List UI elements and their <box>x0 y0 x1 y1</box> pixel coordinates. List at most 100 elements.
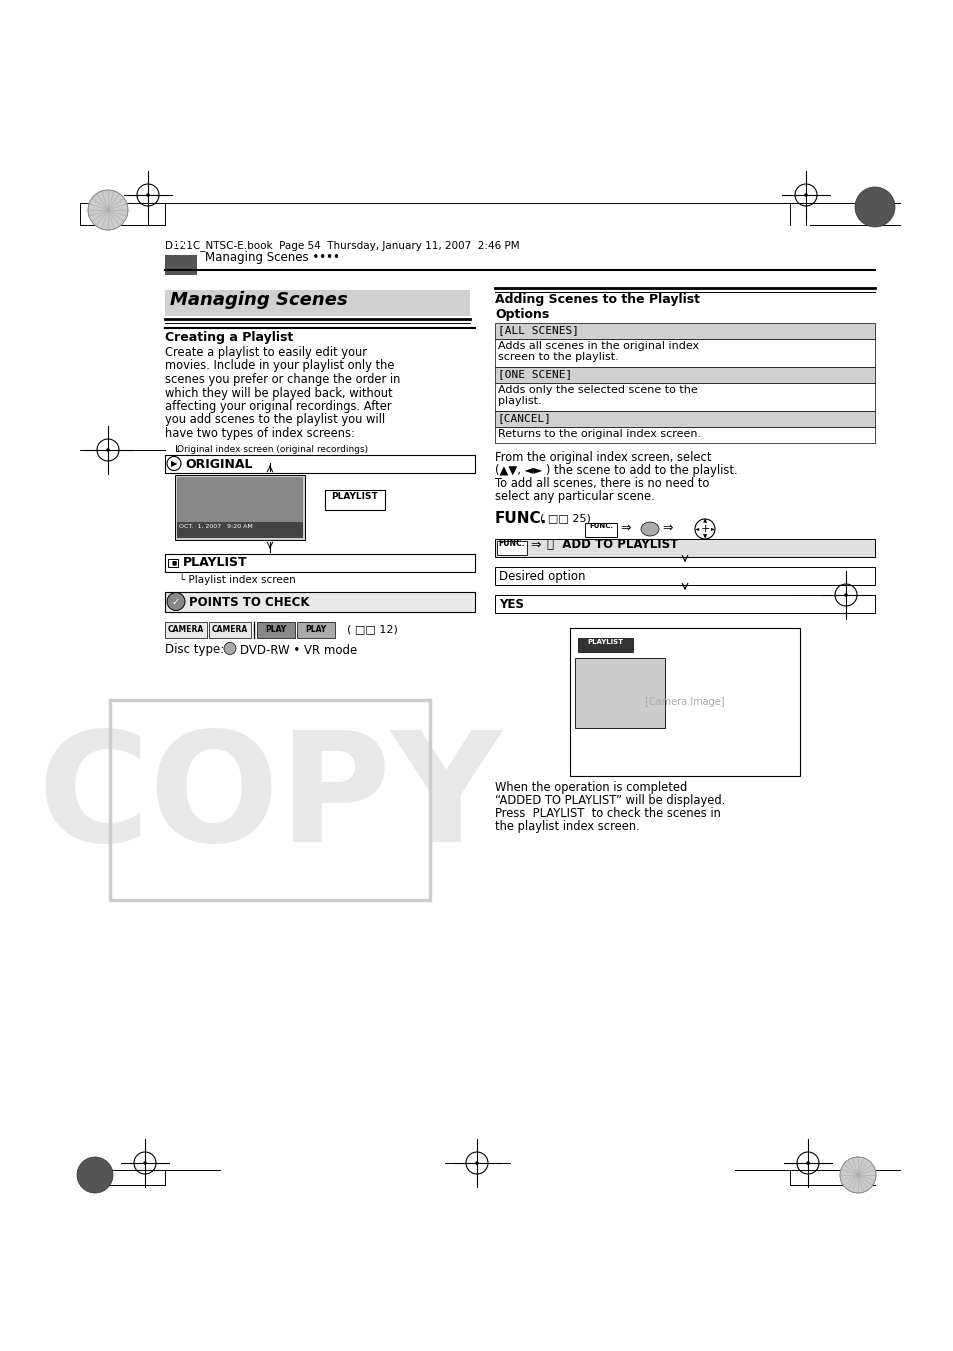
Circle shape <box>843 593 847 597</box>
Bar <box>177 477 303 521</box>
Text: FUNC.: FUNC. <box>588 523 613 530</box>
Text: DVD-RW • VR mode: DVD-RW • VR mode <box>240 643 356 657</box>
Text: CAMERA: CAMERA <box>212 626 248 634</box>
Text: PLAYLIST: PLAYLIST <box>183 557 248 570</box>
Bar <box>110 700 430 900</box>
Bar <box>168 558 178 566</box>
Circle shape <box>143 1162 147 1165</box>
Text: select any particular scene.: select any particular scene. <box>495 490 654 503</box>
Circle shape <box>88 190 128 230</box>
Text: Original index screen (original recordings): Original index screen (original recordin… <box>177 444 368 454</box>
Bar <box>165 554 475 571</box>
Text: ►: ► <box>710 527 715 531</box>
Bar <box>495 382 874 411</box>
Text: you add scenes to the playlist you will: you add scenes to the playlist you will <box>165 413 385 427</box>
Circle shape <box>805 1162 809 1165</box>
Text: To add all scenes, there is no need to: To add all scenes, there is no need to <box>495 477 709 490</box>
Circle shape <box>167 593 185 611</box>
Text: “ADDED TO PLAYLIST” will be displayed.: “ADDED TO PLAYLIST” will be displayed. <box>495 794 724 807</box>
Bar <box>256 621 294 638</box>
Text: Creating a Playlist: Creating a Playlist <box>165 331 293 345</box>
Text: ▲: ▲ <box>702 519 706 523</box>
Text: Desired option: Desired option <box>498 570 585 584</box>
Ellipse shape <box>640 521 659 536</box>
Text: Options: Options <box>495 308 549 322</box>
Circle shape <box>854 186 894 227</box>
Text: Adds only the selected scene to the: Adds only the selected scene to the <box>497 385 697 394</box>
Bar <box>495 594 874 613</box>
Text: ( □□ 12): ( □□ 12) <box>347 624 397 635</box>
Text: └ Playlist index screen: └ Playlist index screen <box>179 574 295 585</box>
Text: ⎙  ADD TO PLAYLIST: ⎙ ADD TO PLAYLIST <box>546 539 678 551</box>
Text: scenes you prefer or change the order in: scenes you prefer or change the order in <box>165 373 400 386</box>
Bar <box>495 539 874 557</box>
Bar <box>495 427 874 443</box>
Bar <box>296 621 335 638</box>
Bar <box>325 489 385 509</box>
Bar <box>575 658 664 728</box>
Text: YES: YES <box>498 598 523 611</box>
Circle shape <box>224 643 235 654</box>
Circle shape <box>840 1156 875 1193</box>
Bar <box>578 638 633 653</box>
Text: From the original index screen, select: From the original index screen, select <box>495 451 711 463</box>
Text: FUNC.: FUNC. <box>495 511 547 526</box>
Text: [Camera Image]: [Camera Image] <box>644 697 724 707</box>
Text: ⇒: ⇒ <box>530 539 540 551</box>
Text: Adds all scenes in the original index: Adds all scenes in the original index <box>497 340 699 351</box>
Bar <box>495 339 874 367</box>
Circle shape <box>77 1156 112 1193</box>
Text: screen to the playlist.: screen to the playlist. <box>497 353 618 362</box>
Text: Returns to the original index screen.: Returns to the original index screen. <box>497 430 700 439</box>
Bar <box>495 411 874 427</box>
Text: Managing Scenes: Managing Scenes <box>170 290 348 309</box>
Text: ( □□ 25): ( □□ 25) <box>539 513 590 523</box>
Bar <box>165 454 475 473</box>
Bar <box>165 621 207 638</box>
Text: ■: ■ <box>172 561 176 565</box>
Bar <box>569 628 800 775</box>
Bar <box>497 540 526 555</box>
Bar <box>177 477 303 538</box>
Text: PLAYLIST: PLAYLIST <box>586 639 622 644</box>
Text: CAMERA: CAMERA <box>168 626 204 634</box>
Text: Managing Scenes ••••: Managing Scenes •••• <box>205 251 339 265</box>
Text: [ONE SCENE]: [ONE SCENE] <box>497 369 572 380</box>
Text: [ALL SCENES]: [ALL SCENES] <box>497 326 578 335</box>
Text: POINTS TO CHECK: POINTS TO CHECK <box>189 596 309 608</box>
Text: OCT.  1, 2007   9:20 AM: OCT. 1, 2007 9:20 AM <box>179 523 253 528</box>
Bar <box>495 323 874 339</box>
Text: the playlist index screen.: the playlist index screen. <box>495 820 639 834</box>
Text: PLAY: PLAY <box>265 626 286 634</box>
Text: (▲▼, ◄► ) the scene to add to the playlist.: (▲▼, ◄► ) the scene to add to the playli… <box>495 463 737 477</box>
Circle shape <box>475 1162 478 1165</box>
Text: FUNC.: FUNC. <box>498 539 525 549</box>
Circle shape <box>146 193 150 197</box>
Text: ORIGINAL: ORIGINAL <box>185 458 253 470</box>
Text: D121C_NTSC-E.book  Page 54  Thursday, January 11, 2007  2:46 PM: D121C_NTSC-E.book Page 54 Thursday, Janu… <box>165 240 519 251</box>
Bar <box>209 621 251 638</box>
Text: +: + <box>700 524 709 534</box>
Bar <box>495 367 874 382</box>
Bar <box>174 474 305 539</box>
Text: Create a playlist to easily edit your: Create a playlist to easily edit your <box>165 346 367 359</box>
Text: movies. Include in your playlist only the: movies. Include in your playlist only th… <box>165 359 395 373</box>
Text: PLAY: PLAY <box>305 626 326 634</box>
Text: ⇒: ⇒ <box>619 521 630 535</box>
Text: COPY: COPY <box>38 725 502 874</box>
Text: When the operation is completed: When the operation is completed <box>495 781 686 794</box>
Bar <box>495 567 874 585</box>
Circle shape <box>803 193 807 197</box>
Text: 54: 54 <box>172 239 190 251</box>
Text: PLAYLIST: PLAYLIST <box>332 492 378 501</box>
Text: [CANCEL]: [CANCEL] <box>497 413 552 423</box>
Text: which they will be played back, without: which they will be played back, without <box>165 386 393 400</box>
Text: Disc type:: Disc type: <box>165 643 224 657</box>
Bar <box>165 592 475 612</box>
Circle shape <box>106 449 110 451</box>
Text: have two types of index screens:: have two types of index screens: <box>165 427 355 440</box>
Bar <box>584 523 617 536</box>
Text: affecting your original recordings. After: affecting your original recordings. Afte… <box>165 400 392 413</box>
Text: ⇒: ⇒ <box>661 521 672 535</box>
Bar <box>165 255 196 276</box>
